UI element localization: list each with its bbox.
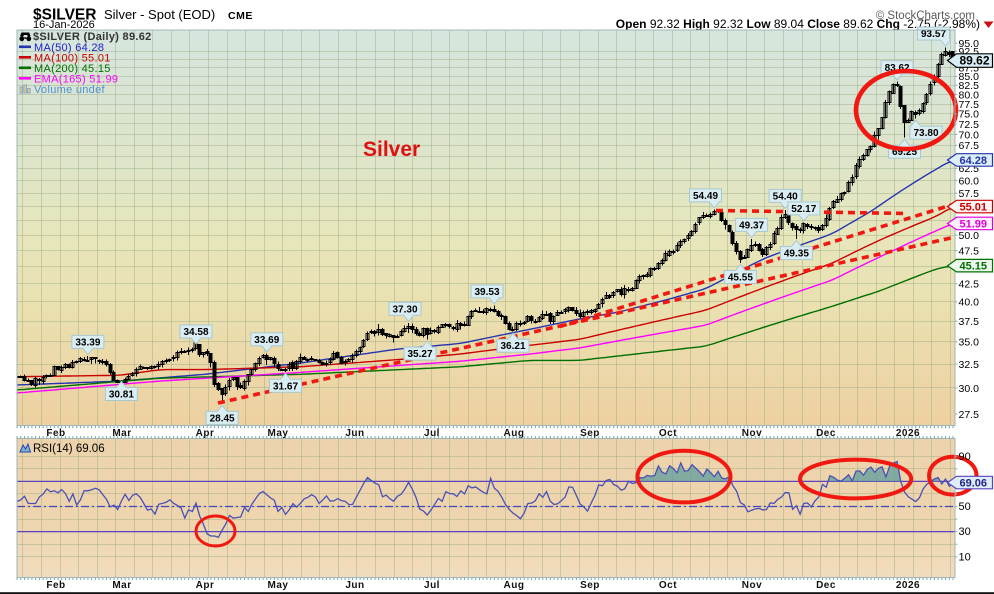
svg-text:85.0: 85.0: [959, 71, 980, 83]
svg-text:82.5: 82.5: [959, 80, 980, 92]
svg-text:49.37: 49.37: [739, 220, 764, 231]
svg-text:30: 30: [959, 526, 971, 538]
svg-text:32.5: 32.5: [959, 359, 980, 371]
svg-text:MA(100) 55.01: MA(100) 55.01: [34, 53, 111, 65]
svg-text:Dec: Dec: [816, 428, 836, 439]
svg-text:83.62: 83.62: [885, 63, 910, 74]
svg-text:75.0: 75.0: [959, 109, 980, 121]
svg-text:55.01: 55.01: [960, 202, 988, 214]
svg-text:93.57: 93.57: [921, 29, 946, 40]
svg-text:Nov: Nov: [742, 580, 762, 591]
svg-text:69.06: 69.06: [960, 478, 988, 490]
svg-text:50.0: 50.0: [959, 230, 980, 242]
svg-text:Aug: Aug: [504, 428, 525, 439]
svg-text:73.80: 73.80: [913, 128, 938, 139]
svg-text:36.21: 36.21: [500, 341, 525, 352]
svg-text:Open 92.32 High 92.32 Low 89.0: Open 92.32 High 92.32 Low 89.04 Close 89…: [616, 17, 980, 31]
svg-text:89.62: 89.62: [960, 54, 990, 68]
svg-text:67.5: 67.5: [959, 140, 980, 152]
svg-text:64.28: 64.28: [960, 155, 988, 167]
svg-text:33.69: 33.69: [254, 335, 279, 346]
svg-text:31.67: 31.67: [273, 381, 298, 392]
svg-text:57.5: 57.5: [959, 188, 980, 200]
svg-text:10: 10: [959, 551, 971, 563]
svg-text:49.35: 49.35: [784, 249, 809, 260]
svg-text:16-Jan-2026: 16-Jan-2026: [33, 19, 95, 31]
svg-text:35.27: 35.27: [407, 349, 432, 360]
svg-text:34.58: 34.58: [183, 327, 208, 338]
svg-text:Sep: Sep: [580, 428, 600, 439]
svg-text:77.5: 77.5: [959, 99, 980, 111]
svg-text:35.0: 35.0: [959, 337, 980, 349]
svg-text:40.0: 40.0: [959, 297, 980, 309]
svg-text:2026: 2026: [896, 580, 920, 591]
svg-text:70.0: 70.0: [959, 129, 980, 141]
svg-text:Jun: Jun: [345, 580, 364, 591]
svg-text:May: May: [268, 428, 289, 439]
svg-text:Jun: Jun: [345, 428, 364, 439]
svg-text:30.81: 30.81: [109, 390, 134, 401]
svg-text:© StockCharts.com: © StockCharts.com: [876, 10, 975, 22]
svg-text:CME: CME: [228, 10, 253, 22]
svg-text:69.25: 69.25: [892, 147, 917, 158]
svg-text:Feb: Feb: [46, 428, 65, 439]
svg-text:MA(50) 64.28: MA(50) 64.28: [34, 42, 104, 54]
svg-text:37.30: 37.30: [392, 304, 417, 315]
svg-text:37.5: 37.5: [959, 316, 980, 328]
svg-text:$SILVER: $SILVER: [33, 7, 96, 24]
svg-text:Silver - Spot (EOD): Silver - Spot (EOD): [104, 7, 215, 22]
svg-text:Silver: Silver: [363, 138, 420, 161]
svg-text:Apr: Apr: [196, 580, 215, 591]
svg-text:Apr: Apr: [196, 428, 215, 439]
svg-text:RSI(14) 69.06: RSI(14) 69.06: [33, 443, 105, 455]
svg-text:Feb: Feb: [46, 580, 65, 591]
svg-text:Dec: Dec: [816, 580, 836, 591]
svg-text:42.5: 42.5: [959, 279, 980, 291]
svg-text:60.0: 60.0: [959, 175, 980, 187]
svg-text:MA(200) 45.15: MA(200) 45.15: [34, 63, 111, 75]
svg-text:2026: 2026: [896, 428, 920, 439]
svg-text:Volume undef: Volume undef: [34, 84, 106, 96]
svg-text:30.0: 30.0: [959, 383, 980, 395]
svg-text:27.5: 27.5: [959, 409, 980, 421]
svg-text:90: 90: [959, 451, 971, 463]
svg-text:Oct: Oct: [659, 428, 677, 439]
svg-text:33.39: 33.39: [75, 337, 100, 348]
svg-text:45.15: 45.15: [960, 261, 988, 273]
svg-text:95.0: 95.0: [959, 38, 980, 50]
svg-text:54.49: 54.49: [693, 191, 718, 202]
svg-text:May: May: [268, 580, 289, 591]
svg-text:Mar: Mar: [112, 580, 131, 591]
svg-text:45.55: 45.55: [728, 273, 753, 284]
svg-text:28.45: 28.45: [210, 413, 235, 424]
svg-text:52.17: 52.17: [791, 204, 816, 215]
svg-text:Jul: Jul: [424, 580, 440, 591]
svg-text:47.5: 47.5: [959, 245, 980, 257]
svg-text:51.99: 51.99: [960, 219, 988, 231]
svg-text:$SILVER (Daily) 89.62: $SILVER (Daily) 89.62: [33, 31, 152, 43]
svg-text:Aug: Aug: [504, 580, 525, 591]
svg-text:50: 50: [959, 501, 971, 513]
svg-text:Mar: Mar: [112, 428, 131, 439]
svg-text:54.40: 54.40: [773, 191, 798, 202]
svg-text:80.0: 80.0: [959, 89, 980, 101]
svg-text:EMA(165) 51.99: EMA(165) 51.99: [34, 74, 118, 86]
svg-text:Nov: Nov: [742, 428, 762, 439]
svg-text:72.5: 72.5: [959, 119, 980, 131]
svg-text:Jul: Jul: [424, 428, 440, 439]
svg-text:39.53: 39.53: [474, 287, 499, 298]
svg-text:Oct: Oct: [659, 580, 677, 591]
svg-text:Sep: Sep: [580, 580, 600, 591]
